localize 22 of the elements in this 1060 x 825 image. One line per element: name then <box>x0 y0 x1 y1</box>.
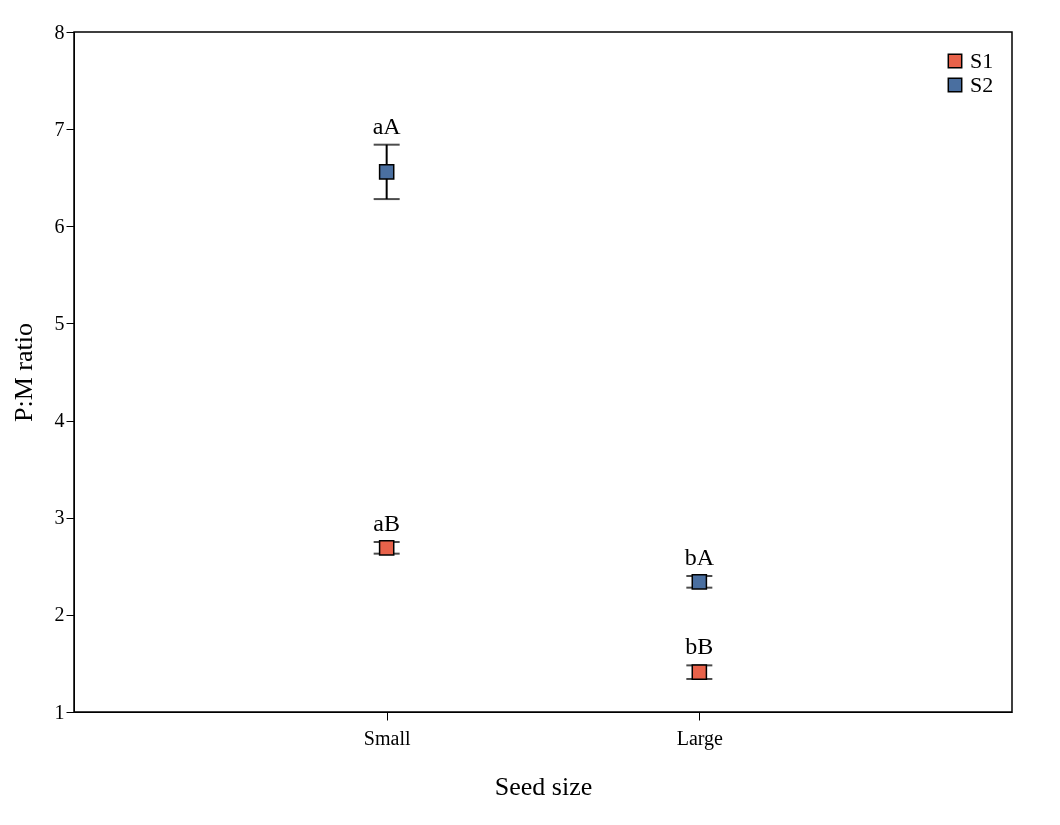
annotation: bA <box>684 544 715 570</box>
x-axis-title: Seed size <box>494 771 593 801</box>
y-tick-label: 7 <box>54 117 65 140</box>
point <box>378 164 395 180</box>
legend-label: S1 <box>970 48 994 73</box>
legend-label: S2 <box>970 72 994 97</box>
y-tick-label: 1 <box>54 700 65 723</box>
y-tick-label: 4 <box>54 409 65 432</box>
annotation: bB <box>685 633 714 660</box>
annotation: aA <box>372 112 402 139</box>
y-axis-title: P:M ratio <box>8 323 38 422</box>
point <box>378 540 395 556</box>
y-tick-label: 5 <box>54 311 65 334</box>
point <box>691 574 708 590</box>
x-tick-label: Small <box>363 726 411 749</box>
y-tick-label: 8 <box>54 20 65 43</box>
y-tick-label: 3 <box>54 506 65 529</box>
point <box>691 664 708 680</box>
annotation: aB <box>373 510 400 536</box>
y-tick-label: 6 <box>54 214 65 237</box>
y-tick-label: 2 <box>54 603 65 626</box>
x-tick-label: Large <box>676 726 724 750</box>
